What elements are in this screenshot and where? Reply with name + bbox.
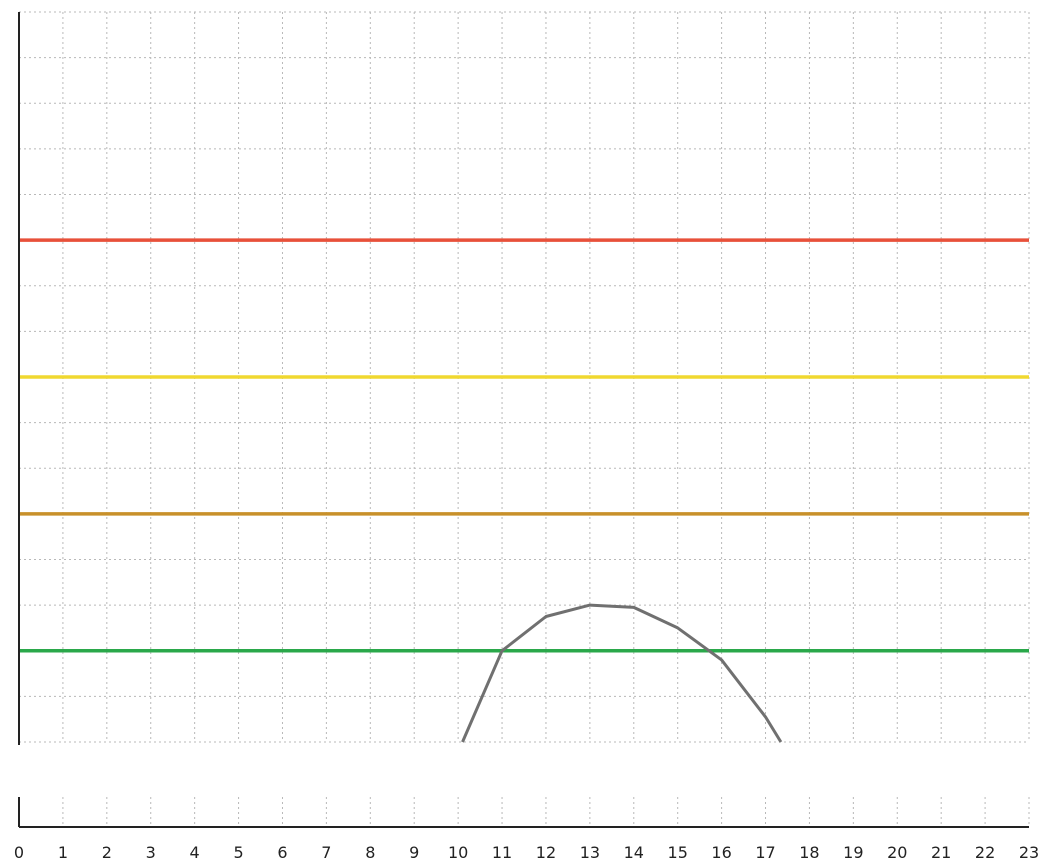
- x-tick-label: 15: [668, 843, 688, 862]
- x-tick-label: 0: [14, 843, 24, 862]
- x-tick-label: 20: [887, 843, 907, 862]
- x-tick-label: 3: [146, 843, 156, 862]
- x-tick-label: 23: [1019, 843, 1039, 862]
- x-tick-label: 18: [799, 843, 819, 862]
- x-tick-label: 9: [409, 843, 419, 862]
- x-tick-label: 1: [58, 843, 68, 862]
- x-tick-label: 13: [580, 843, 600, 862]
- x-tick-label: 12: [536, 843, 556, 862]
- x-tick-label: 7: [321, 843, 331, 862]
- x-tick-label: 4: [190, 843, 200, 862]
- x-tick-label: 5: [233, 843, 243, 862]
- x-tick-label: 11: [492, 843, 512, 862]
- x-tick-label: 22: [975, 843, 995, 862]
- x-tick-label: 16: [711, 843, 731, 862]
- bottom-strip-grid: [18, 797, 1030, 827]
- series-line-0: [461, 603, 783, 743]
- series: [461, 603, 783, 743]
- x-tick-label: 2: [102, 843, 112, 862]
- x-tick-label: 6: [277, 843, 287, 862]
- x-tick-label: 21: [931, 843, 951, 862]
- x-tick-label: 10: [448, 843, 468, 862]
- x-tick-label: 8: [365, 843, 375, 862]
- threshold-lines: [19, 238, 1029, 653]
- x-tick-labels: 0 1 2 3 4 5 6 7 8 9 10 11 12 13 14 15 16 17 18 19 20 21 22 23: [14, 843, 1039, 862]
- x-tick-label: 19: [843, 843, 863, 862]
- x-tick-label: 14: [624, 843, 644, 862]
- x-tick-label: 17: [755, 843, 775, 862]
